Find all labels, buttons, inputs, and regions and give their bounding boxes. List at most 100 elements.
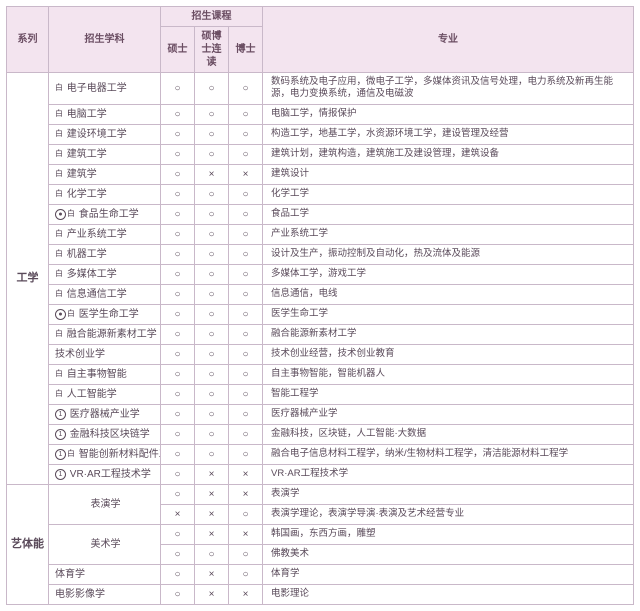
mark-cell: ○: [229, 264, 263, 284]
mark-cell: ○: [229, 144, 263, 164]
mark-cell: ○: [161, 284, 195, 304]
table-row: 工学白 电子电器工学○○○数码系统及电子应用，微电子工学，多媒体资讯及信号处理，…: [7, 73, 634, 105]
subject-cell: 1白 智能创新材料配件工程学: [49, 444, 161, 464]
subject-cell: 白 机器工学: [49, 244, 161, 264]
header-master: 硕士: [161, 27, 195, 73]
subject-cell: 白 多媒体工学: [49, 264, 161, 284]
mark-cell: ○: [195, 73, 229, 105]
table-row: 白 电脑工学○○○电脑工学，情报保护: [7, 104, 634, 124]
major-cell: 表演学: [263, 484, 634, 504]
mark-cell: ○: [161, 584, 195, 604]
mark-cell: ○: [161, 344, 195, 364]
mark-cell: ○: [229, 564, 263, 584]
mark-cell: ○: [229, 304, 263, 324]
mark-cell: ○: [161, 244, 195, 264]
table-row: 技术创业学○○○技术创业经营，技术创业教育: [7, 344, 634, 364]
major-cell: 智能工程学: [263, 384, 634, 404]
subject-cell: 1 医疗器械产业学: [49, 404, 161, 424]
major-cell: 食品工学: [263, 204, 634, 224]
major-cell: 技术创业经营，技术创业教育: [263, 344, 634, 364]
table-row: 白 建筑学○××建筑设计: [7, 164, 634, 184]
mark-cell: ○: [161, 524, 195, 544]
table-row: 白 人工智能学○○○智能工程学: [7, 384, 634, 404]
major-cell: 自主事物智能，智能机器人: [263, 364, 634, 384]
mark-cell: ○: [229, 424, 263, 444]
series-cell: 工学: [7, 73, 49, 485]
mark-cell: ○: [161, 73, 195, 105]
mark-cell: ○: [195, 424, 229, 444]
mark-cell: ○: [161, 224, 195, 244]
mark-cell: ○: [161, 464, 195, 484]
subject-cell: 白 建筑学: [49, 164, 161, 184]
subject-cell: ●白 食品生命工学: [49, 204, 161, 224]
mark-cell: ×: [195, 504, 229, 524]
subject-cell: 白 电脑工学: [49, 104, 161, 124]
mark-cell: ○: [229, 444, 263, 464]
subject-cell: 白 融合能源新素材工学: [49, 324, 161, 344]
table-row: 1 金融科技区块链学○○○金融科技，区块链，人工智能·大数据: [7, 424, 634, 444]
major-cell: 构造工学，地基工学，水资源环境工学，建设管理及经营: [263, 124, 634, 144]
mark-cell: ×: [229, 524, 263, 544]
table-row: 艺体能 表演学○××表演学: [7, 484, 634, 504]
table-row: 白 建筑工学○○○建筑计划，建筑构造，建筑施工及建设管理，建筑设备: [7, 144, 634, 164]
mark-cell: ○: [161, 164, 195, 184]
mark-cell: ○: [161, 184, 195, 204]
major-cell: 化学工学: [263, 184, 634, 204]
mark-cell: ○: [229, 204, 263, 224]
mark-cell: ○: [229, 124, 263, 144]
major-cell: 多媒体工学，游戏工学: [263, 264, 634, 284]
major-cell: 电影理论: [263, 584, 634, 604]
major-cell: 建筑设计: [263, 164, 634, 184]
mark-cell: ○: [195, 144, 229, 164]
table-row: 白 多媒体工学○○○多媒体工学，游戏工学: [7, 264, 634, 284]
mark-cell: ○: [195, 184, 229, 204]
mark-cell: ○: [229, 244, 263, 264]
subject-cell: 白 建筑工学: [49, 144, 161, 164]
major-cell: 佛教美术: [263, 544, 634, 564]
header-courses: 招生课程: [161, 7, 263, 27]
subject-cell: 技术创业学: [49, 344, 161, 364]
mark-cell: ○: [161, 404, 195, 424]
mark-cell: ○: [195, 304, 229, 324]
mark-cell: ○: [161, 564, 195, 584]
mark-cell: ○: [229, 544, 263, 564]
mark-cell: ○: [195, 444, 229, 464]
subject-cell: 美术学: [49, 524, 161, 564]
header-combined: 硕博士连读: [195, 27, 229, 73]
major-cell: 融合能源新素材工学: [263, 324, 634, 344]
mark-cell: ×: [195, 484, 229, 504]
subject-cell: 白 产业系统工学: [49, 224, 161, 244]
major-cell: 医疗器械产业学: [263, 404, 634, 424]
mark-cell: ○: [161, 304, 195, 324]
major-cell: 表演学理论，表演学导演·表演及艺术经营专业: [263, 504, 634, 524]
table-row: 白 建设环境工学○○○构造工学，地基工学，水资源环境工学，建设管理及经营: [7, 124, 634, 144]
mark-cell: ○: [195, 124, 229, 144]
major-cell: 信息通信，电线: [263, 284, 634, 304]
mark-cell: ×: [229, 464, 263, 484]
header-subject: 招生学科: [49, 7, 161, 73]
table-row: 电影影像学○××电影理论: [7, 584, 634, 604]
subject-cell: ●白 医学生命工学: [49, 304, 161, 324]
header-doctor: 博士: [229, 27, 263, 73]
mark-cell: ×: [195, 524, 229, 544]
mark-cell: ×: [195, 164, 229, 184]
subject-cell: 表演学: [49, 484, 161, 524]
mark-cell: ○: [195, 224, 229, 244]
table-row: 白 融合能源新素材工学○○○融合能源新素材工学: [7, 324, 634, 344]
mark-cell: ○: [229, 104, 263, 124]
mark-cell: ○: [195, 344, 229, 364]
major-cell: 电脑工学，情报保护: [263, 104, 634, 124]
major-cell: 设计及生产，振动控制及自动化，热及流体及能源: [263, 244, 634, 264]
mark-cell: ○: [229, 184, 263, 204]
subject-cell: 1 VR·AR工程技术学: [49, 464, 161, 484]
mark-cell: ×: [229, 584, 263, 604]
mark-cell: ○: [161, 104, 195, 124]
mark-cell: ×: [195, 464, 229, 484]
mark-cell: ○: [161, 124, 195, 144]
mark-cell: ○: [161, 364, 195, 384]
major-cell: 数码系统及电子应用，微电子工学，多媒体资讯及信号处理，电力系统及新再生能源，电力…: [263, 73, 634, 105]
table-row: 白 机器工学○○○设计及生产，振动控制及自动化，热及流体及能源: [7, 244, 634, 264]
mark-cell: ○: [229, 324, 263, 344]
major-cell: 韩国画，东西方画，雕塑: [263, 524, 634, 544]
mark-cell: ○: [161, 384, 195, 404]
